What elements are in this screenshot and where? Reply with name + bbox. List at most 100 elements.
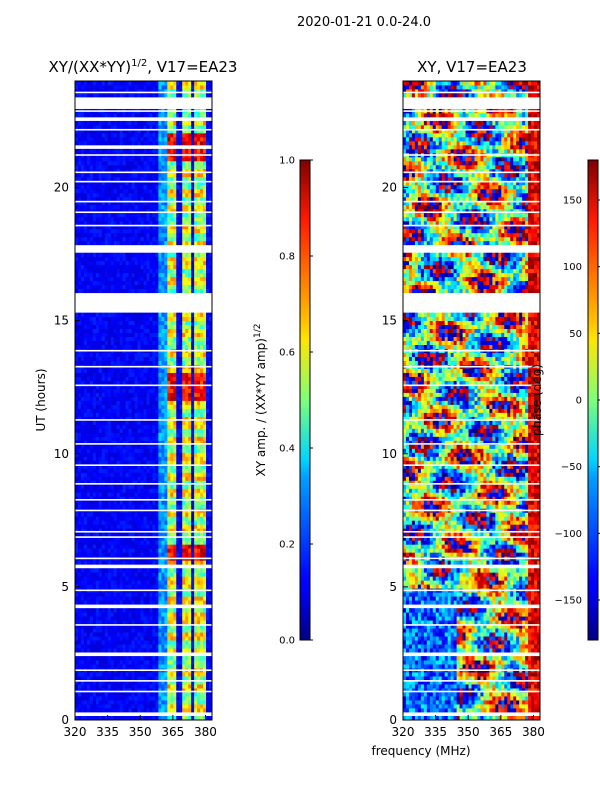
amp-cell: [95, 356, 100, 361]
amp-cell: [119, 344, 124, 349]
amp-cell: [173, 376, 177, 381]
amp-cell: [185, 680, 189, 685]
amp-cell: [83, 344, 88, 349]
amp-cell: [200, 528, 204, 533]
amp-cell: [194, 400, 198, 405]
amp-cell: [167, 428, 171, 433]
amp-cell: [182, 524, 186, 529]
amp-cell: [176, 676, 180, 681]
amp-cell: [164, 612, 168, 617]
amp-cell: [197, 316, 201, 322]
amp-cell: [125, 280, 130, 286]
amp-cell: [116, 272, 121, 278]
amp-cell: [176, 284, 180, 290]
amp-cell: [125, 320, 130, 326]
amp-cell: [137, 608, 141, 613]
amp-cell: [137, 340, 141, 345]
amp-cell: [143, 656, 147, 661]
amp-cell: [86, 392, 91, 397]
amp-cell: [176, 352, 180, 357]
amp-cell: [128, 336, 132, 341]
amp-cell: [197, 572, 201, 577]
amp-cell: [191, 368, 195, 373]
amp-cell: [89, 412, 94, 417]
amp-cell: [95, 572, 100, 577]
amp-cell: [98, 312, 103, 318]
amp-cell: [92, 376, 97, 381]
amp-cell: [206, 456, 210, 461]
amp-cell: [137, 288, 141, 294]
amp-cell: [185, 428, 189, 433]
amp-cell: [89, 432, 94, 437]
amp-cell: [98, 504, 103, 509]
amp-cell: [164, 516, 168, 521]
amp-cell: [158, 460, 162, 465]
amp-cell: [203, 448, 207, 453]
amp-cell: [155, 316, 159, 322]
amp-cell: [155, 496, 159, 501]
amp-cell: [75, 264, 79, 270]
amp-cell: [185, 636, 189, 641]
amp-cell: [185, 420, 189, 425]
amp-cell: [122, 552, 127, 557]
amp-cell: [188, 352, 192, 357]
amp-cell: [116, 716, 121, 721]
amp-cell: [125, 660, 130, 665]
amp-cell: [137, 324, 141, 330]
amp-cell: [146, 468, 150, 473]
amp-cell: [185, 528, 189, 533]
amp-cell: [75, 440, 79, 445]
amp-cell: [197, 616, 201, 621]
amp-cell: [206, 536, 210, 541]
amp-cell: [140, 260, 144, 266]
amp-cell: [176, 484, 180, 489]
amp-cell: [188, 272, 192, 278]
amp-cell: [185, 480, 189, 485]
amp-cell: [125, 436, 130, 441]
amp-cell: [131, 468, 135, 473]
amp-cell: [143, 632, 147, 637]
amp-cell: [194, 392, 198, 397]
amp-cell: [206, 404, 210, 409]
amp-cell: [80, 272, 85, 278]
amp-cell: [173, 596, 177, 601]
amp-cell: [200, 336, 204, 341]
amp-cell: [131, 288, 135, 294]
amp-cell: [98, 424, 103, 429]
amp-cell: [137, 376, 141, 381]
amp-cell: [185, 360, 189, 365]
amp-cell: [146, 472, 150, 477]
amp-cell: [98, 496, 103, 501]
amp-cell: [209, 452, 213, 457]
amp-cell: [161, 376, 165, 381]
amp-cell: [200, 408, 204, 413]
amp-cell: [143, 612, 147, 617]
amp-cell: [125, 580, 130, 585]
amp-cell: [206, 460, 210, 465]
amp-cell: [110, 352, 115, 357]
amp-cell: [98, 252, 103, 258]
amp-cell: [75, 688, 79, 693]
amp-cell: [77, 628, 82, 633]
amp-cell: [176, 700, 180, 705]
amp-cell: [122, 576, 127, 581]
amp-cell: [104, 280, 109, 286]
amp-cell: [104, 468, 109, 473]
amp-cell: [188, 488, 192, 493]
amp-cell: [116, 596, 121, 601]
amp-cell: [83, 280, 88, 286]
amp-cell: [131, 640, 135, 645]
amp-cell: [206, 684, 210, 689]
amp-cell: [176, 584, 180, 589]
amp-cell: [116, 680, 121, 685]
amp-cell: [116, 404, 121, 409]
amp-cell: [167, 568, 171, 573]
amp-cell: [137, 552, 141, 557]
amp-cell: [146, 620, 150, 625]
amp-cell: [89, 520, 94, 525]
amp-cell: [101, 468, 106, 473]
amp-cell: [131, 704, 135, 709]
amp-cell: [77, 260, 82, 266]
amp-cell: [155, 600, 159, 605]
amp-cell: [125, 608, 130, 613]
